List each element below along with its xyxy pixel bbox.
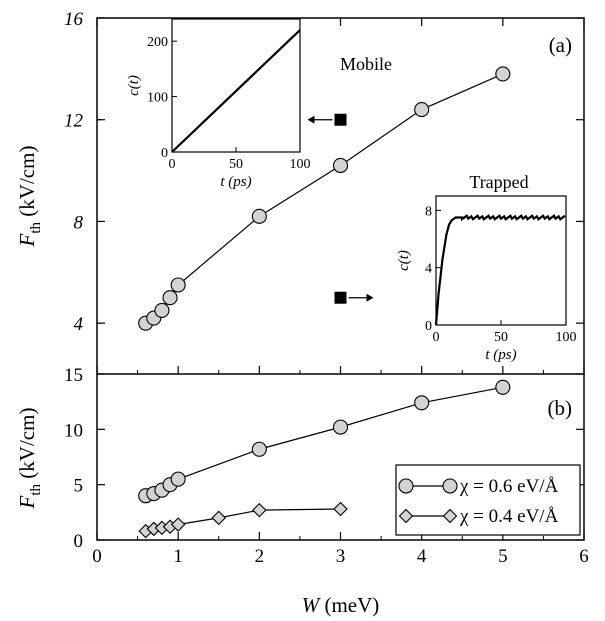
series-a-point bbox=[495, 66, 511, 82]
inset-x-tick-label: 0 bbox=[169, 157, 176, 172]
ylabel-main: F bbox=[15, 233, 39, 247]
inset-y-tick-label: 8 bbox=[425, 204, 432, 219]
y-axis-label-a: Fth (kV/cm) bbox=[15, 146, 44, 248]
legend: χ = 0.6 eV/Å χ = 0.4 eV/Å bbox=[395, 464, 581, 536]
legend-marker bbox=[442, 478, 458, 494]
x-tick-label: 1 bbox=[173, 546, 183, 567]
inset-x-tick-label: 50 bbox=[229, 157, 243, 172]
legend-box bbox=[395, 464, 581, 536]
inset-curve bbox=[434, 214, 566, 326]
y-tick-label-b: 15 bbox=[64, 365, 83, 386]
trapped-arrow-head bbox=[366, 293, 374, 302]
legend-marker bbox=[398, 508, 414, 524]
xlabel-unit: (meV) bbox=[319, 593, 379, 617]
series-b-chi06-point bbox=[332, 419, 349, 435]
series-a-point bbox=[154, 302, 170, 318]
y-tick-label-b: 5 bbox=[74, 476, 84, 497]
x-tick-label: 0 bbox=[92, 546, 102, 567]
inset-x-tick-label: 0 bbox=[433, 330, 440, 345]
ylabel-sub: th bbox=[28, 483, 44, 495]
inset-y-label: c(t) bbox=[126, 75, 142, 96]
y-axis-label-b: Fth (kV/cm) bbox=[15, 408, 44, 510]
inset-x-label: t (ps) bbox=[485, 347, 516, 363]
inset-mobile: 0 50 100 0 100 200 t (ps) c(t) bbox=[126, 18, 311, 190]
series-b-chi06-point bbox=[414, 395, 430, 411]
series-b-chi04-point bbox=[252, 502, 267, 518]
y-tick-label-b: 10 bbox=[64, 420, 83, 441]
series-a-point bbox=[170, 277, 186, 293]
panel-label-a: (a) bbox=[549, 33, 572, 57]
inset-y-tick-label: 100 bbox=[147, 91, 168, 106]
xlabel-main: W bbox=[302, 593, 322, 617]
inset-x-label: t (ps) bbox=[220, 174, 251, 190]
inset-frame bbox=[435, 195, 567, 326]
mobile-marker-square bbox=[334, 113, 347, 126]
mobile-arrow-head bbox=[307, 115, 315, 124]
inset-y-tick-label: 0 bbox=[161, 146, 168, 161]
legend-entry: χ = 0.4 eV/Å bbox=[459, 506, 559, 527]
series-b-chi06-point bbox=[251, 441, 267, 457]
series-a-point bbox=[162, 290, 178, 306]
x-tick-label: 3 bbox=[336, 546, 346, 567]
x-tick-label: 2 bbox=[255, 546, 265, 567]
ylabel-unit: (kV/cm) bbox=[15, 408, 39, 484]
series-b-chi04-point bbox=[211, 510, 227, 526]
panel-label-b: (b) bbox=[548, 396, 573, 420]
inset-x-tick-label: 100 bbox=[556, 330, 577, 345]
inset-x-tick-label: 50 bbox=[494, 330, 508, 345]
inset-y-tick-label: 200 bbox=[147, 35, 168, 50]
y-tick-label-a: 8 bbox=[74, 212, 84, 233]
legend-marker bbox=[442, 508, 458, 524]
series-b-chi04-point bbox=[170, 517, 186, 532]
annotation-trapped: Trapped bbox=[469, 172, 528, 192]
x-tick-label: 5 bbox=[498, 546, 508, 567]
trapped-marker-square bbox=[334, 291, 347, 304]
inset-trapped: 0 50 100 0 4 8 t (ps) c(t) bbox=[396, 195, 577, 363]
series-a-point bbox=[332, 157, 349, 174]
y-tick-label-b: 0 bbox=[74, 531, 84, 552]
inset-x-tick-label: 100 bbox=[290, 157, 311, 172]
series-a-point bbox=[414, 101, 430, 118]
y-tick-label-a: 4 bbox=[74, 314, 84, 335]
ylabel-unit: (kV/cm) bbox=[15, 146, 39, 222]
series-b-chi04-point bbox=[333, 501, 348, 517]
annotation-mobile: Mobile bbox=[340, 54, 392, 74]
series-a-point bbox=[251, 208, 267, 224]
series-b-chi06-point bbox=[170, 471, 186, 487]
inset-frame bbox=[171, 18, 301, 153]
inset-y-label: c(t) bbox=[396, 250, 412, 271]
x-tick-label: 6 bbox=[579, 546, 589, 567]
series-b-chi06-point bbox=[495, 379, 511, 395]
y-tick-label-a: 12 bbox=[64, 111, 84, 132]
inset-y-tick-label: 4 bbox=[425, 262, 432, 277]
inset-y-tick-label: 0 bbox=[425, 319, 432, 334]
y-tick-label-a: 16 bbox=[64, 9, 84, 30]
legend-marker bbox=[398, 478, 414, 494]
x-axis-label: W (meV) bbox=[302, 593, 380, 617]
legend-entry: χ = 0.6 eV/Å bbox=[459, 476, 559, 497]
ylabel-main: F bbox=[15, 495, 39, 509]
ylabel-sub: th bbox=[28, 221, 44, 233]
inset-curve bbox=[171, 29, 301, 153]
x-tick-label: 4 bbox=[417, 546, 427, 567]
